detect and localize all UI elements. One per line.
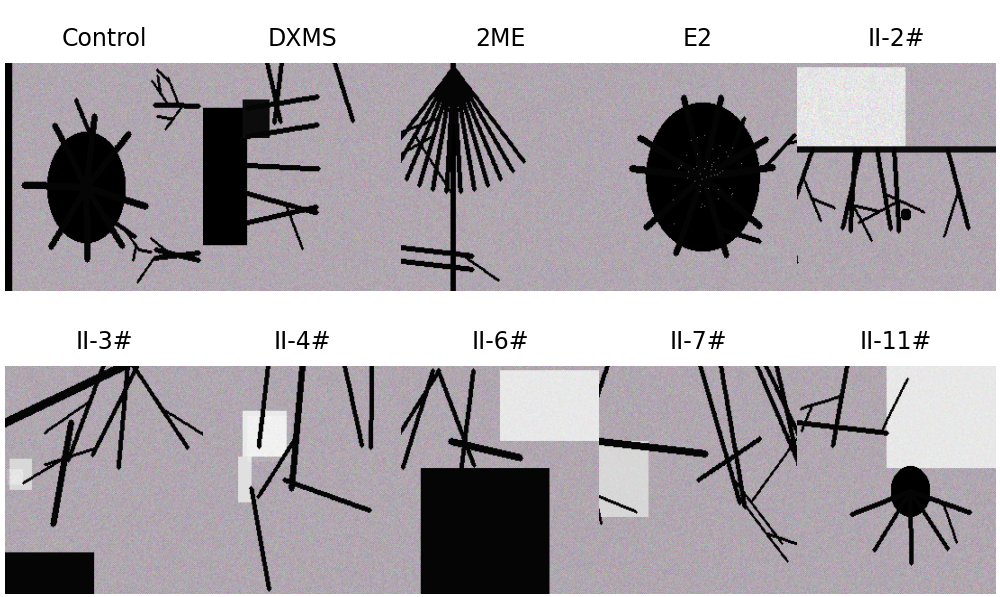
Text: Control: Control: [61, 27, 147, 51]
Text: II-4#: II-4#: [273, 330, 331, 354]
Text: II-11#: II-11#: [860, 330, 932, 354]
Text: DXMS: DXMS: [267, 27, 337, 51]
Text: 2ME: 2ME: [475, 27, 525, 51]
Text: II-6#: II-6#: [471, 330, 529, 354]
Text: II-3#: II-3#: [75, 330, 133, 354]
Text: II-2#: II-2#: [867, 27, 925, 51]
Text: E2: E2: [683, 27, 713, 51]
Text: II-7#: II-7#: [669, 330, 727, 354]
